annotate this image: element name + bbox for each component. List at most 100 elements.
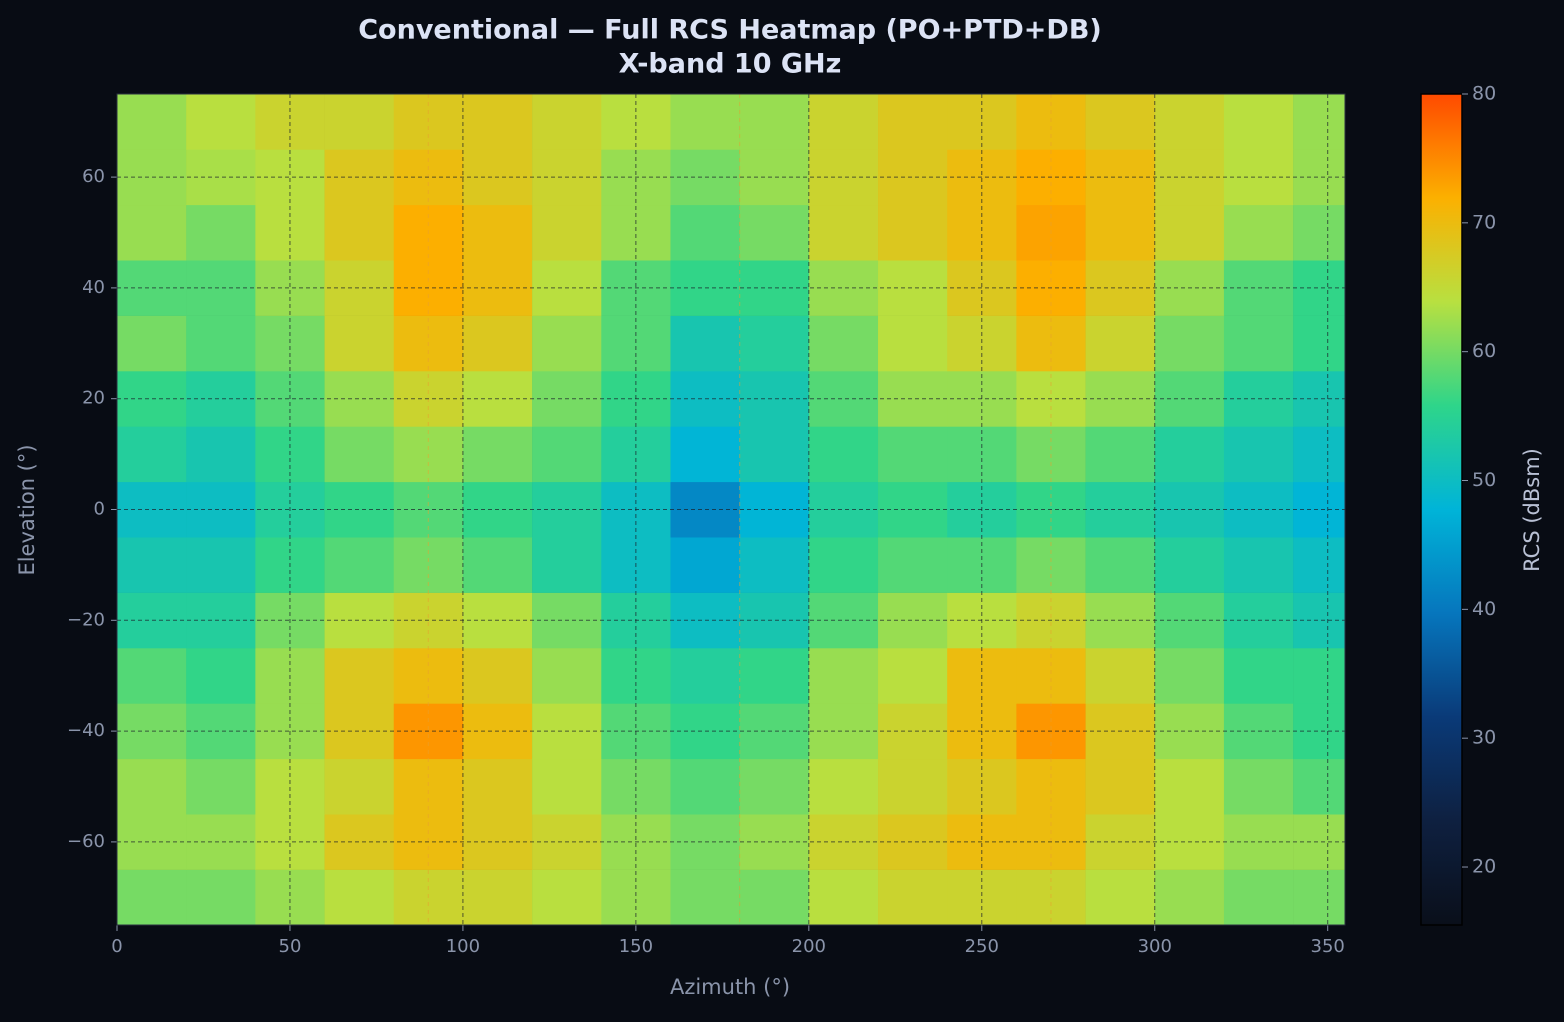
heat-cell (670, 758, 740, 815)
heat-cell (1154, 204, 1225, 261)
heat-cell (532, 537, 602, 593)
heat-cell (186, 315, 256, 372)
heat-cell (186, 426, 256, 483)
heat-cell (117, 426, 187, 483)
heat-cell (462, 204, 533, 261)
heat-cell (739, 648, 810, 704)
heat-cell (1223, 426, 1294, 483)
heat-cell (1223, 94, 1294, 150)
x-tick-label: 250 (965, 936, 999, 957)
colorbar-tick-label: 20 (1472, 856, 1496, 878)
heat-cell (670, 869, 740, 926)
heat-cell (1293, 648, 1346, 704)
colorbar-tick-label: 30 (1472, 727, 1496, 749)
heat-cell (1154, 426, 1225, 483)
heat-cell (1223, 315, 1294, 372)
heat-cell (1293, 204, 1346, 261)
y-tick-label: −60 (67, 831, 105, 852)
heat-cell (878, 537, 948, 593)
heat-cell (462, 869, 533, 926)
heat-cell (532, 94, 602, 150)
heat-cell (739, 758, 810, 815)
x-tick-label: 50 (279, 936, 302, 957)
heat-cell (1293, 869, 1346, 926)
heat-cell (186, 204, 256, 261)
heat-cell (1016, 315, 1086, 372)
heat-cell (393, 315, 464, 372)
heat-cell (1293, 94, 1346, 150)
x-tick-label: 300 (1138, 936, 1172, 957)
heat-cell (1085, 648, 1156, 704)
heat-cell (532, 648, 602, 704)
heat-cell (1293, 537, 1346, 593)
heat-cell (739, 204, 810, 261)
heat-cell (1154, 869, 1225, 926)
heat-cell (808, 426, 879, 483)
x-axis-label: Azimuth (°) (670, 975, 790, 999)
y-tick-label: 20 (82, 388, 105, 409)
heat-cell (117, 648, 187, 704)
heat-cell (393, 426, 464, 483)
heat-cell (324, 315, 395, 372)
heat-cell (324, 426, 395, 483)
y-tick-label: −40 (67, 720, 105, 741)
x-tick-label: 150 (619, 936, 653, 957)
heat-cell (532, 315, 602, 372)
heat-cell (1016, 204, 1086, 261)
x-tick-label: 200 (792, 936, 826, 957)
heat-cell (670, 648, 740, 704)
heat-cell (532, 426, 602, 483)
heat-cell (1085, 204, 1156, 261)
heat-cell (670, 204, 740, 261)
x-tick-label: 100 (446, 936, 480, 957)
heat-cell (1085, 758, 1156, 815)
heat-cell (462, 648, 533, 704)
heat-cell (393, 204, 464, 261)
heat-cell (808, 94, 879, 150)
plot-frame (116, 93, 1346, 926)
heat-cell (393, 869, 464, 926)
heat-cell (186, 537, 256, 593)
colorbar (1420, 93, 1463, 926)
heat-cell (878, 426, 948, 483)
heat-cell (1085, 869, 1156, 926)
heat-cell (1016, 648, 1086, 704)
heat-cell (1085, 315, 1156, 372)
heat-cell (1293, 758, 1346, 815)
heat-cell (393, 648, 464, 704)
heat-cell (1016, 758, 1086, 815)
heat-cell (1223, 648, 1294, 704)
heat-cell (186, 648, 256, 704)
heat-cell (324, 537, 395, 593)
colorbar-label: RCS (dBsm) (1520, 448, 1544, 572)
heat-cell (670, 315, 740, 372)
heat-cell (808, 758, 879, 815)
heat-cell (532, 758, 602, 815)
heat-cell (117, 869, 187, 926)
heat-cell (186, 869, 256, 926)
heat-cell (393, 758, 464, 815)
heat-cell (1293, 315, 1346, 372)
heat-cell (324, 94, 395, 150)
y-tick-label: −20 (67, 609, 105, 630)
colorbar-tick-label: 70 (1472, 211, 1496, 233)
colorbar-tick-label: 60 (1472, 340, 1496, 362)
heat-cell (878, 94, 948, 150)
heat-cell (808, 648, 879, 704)
heat-cell (117, 537, 187, 593)
heat-cell (532, 204, 602, 261)
y-tick-label: 60 (82, 166, 105, 187)
heat-cell (739, 869, 810, 926)
heat-cell (1154, 758, 1225, 815)
heat-cell (393, 537, 464, 593)
heat-cell (1223, 869, 1294, 926)
heat-cell (1085, 426, 1156, 483)
x-tick-label: 350 (1311, 936, 1345, 957)
heat-cell (878, 869, 948, 926)
heat-cell (670, 537, 740, 593)
heat-cell (808, 204, 879, 261)
heat-cell (462, 426, 533, 483)
heat-cell (670, 426, 740, 483)
heat-cell (878, 315, 948, 372)
